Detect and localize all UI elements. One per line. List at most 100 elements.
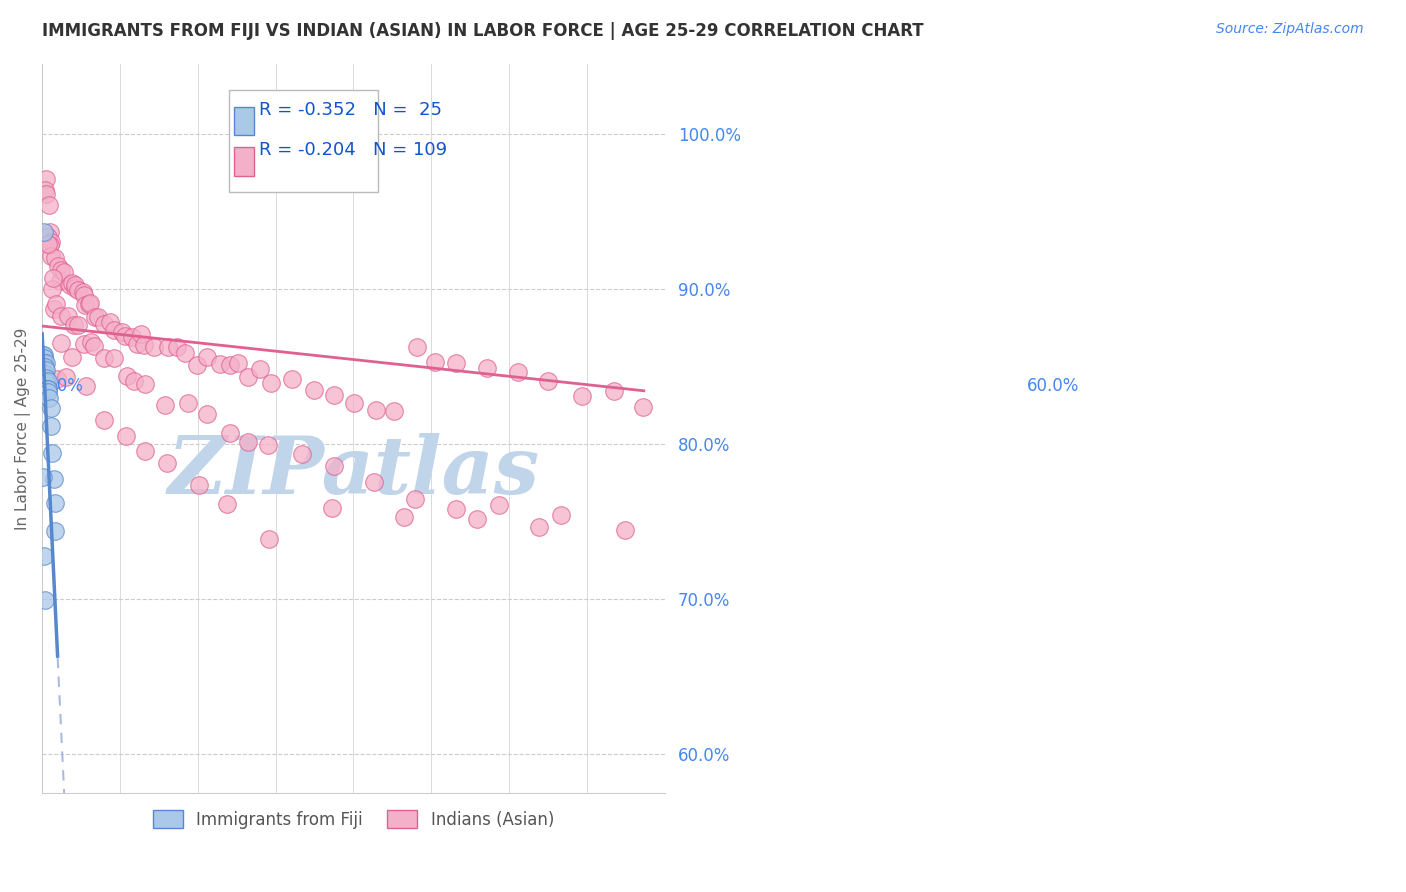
Point <box>44 302 66 317</box>
Point <box>195 350 218 364</box>
Point <box>132 338 155 352</box>
Point <box>121 330 143 344</box>
Point <box>219 359 242 373</box>
Point <box>34 359 56 374</box>
Point <box>65 280 87 294</box>
Point <box>60 277 83 291</box>
Point <box>67 283 90 297</box>
Point <box>129 326 152 341</box>
Text: R = -0.204   N = 109: R = -0.204 N = 109 <box>259 141 447 159</box>
Point <box>280 372 302 386</box>
Point <box>209 357 232 371</box>
Point <box>38 198 60 212</box>
Point <box>39 401 62 416</box>
Point <box>44 524 66 539</box>
Point <box>39 226 62 240</box>
Point <box>35 171 58 186</box>
Point <box>571 389 593 403</box>
Point <box>73 288 96 302</box>
Point <box>46 260 69 274</box>
Point <box>49 309 72 323</box>
Point <box>291 447 314 461</box>
Point <box>134 377 156 392</box>
Point <box>537 374 560 388</box>
Point <box>323 388 346 402</box>
Point <box>34 356 56 370</box>
Point <box>35 187 58 202</box>
Point <box>98 315 121 329</box>
Point <box>444 356 467 370</box>
Point <box>488 498 510 512</box>
Point <box>32 549 55 563</box>
Point <box>44 496 66 510</box>
Point <box>477 361 499 376</box>
Point <box>249 362 271 376</box>
Point <box>42 271 65 285</box>
Point <box>394 509 416 524</box>
Point <box>38 391 60 405</box>
Point <box>215 497 238 511</box>
Point <box>122 375 145 389</box>
Point <box>73 298 96 312</box>
Point <box>405 340 427 354</box>
Point <box>143 340 166 354</box>
Point <box>236 434 259 449</box>
Text: 0.0%: 0.0% <box>42 376 84 394</box>
Point <box>84 310 107 324</box>
Point <box>32 225 55 239</box>
Point <box>37 374 59 388</box>
Point <box>55 370 77 384</box>
Point <box>34 592 56 607</box>
Point <box>37 385 59 400</box>
Point <box>364 403 387 417</box>
Legend: Immigrants from Fiji, Indians (Asian): Immigrants from Fiji, Indians (Asian) <box>146 804 561 835</box>
Point <box>51 263 73 277</box>
Point <box>465 511 488 525</box>
Point <box>226 356 249 370</box>
Point <box>321 500 343 515</box>
Point <box>31 469 53 483</box>
Point <box>46 372 69 386</box>
Point <box>404 492 426 507</box>
Point <box>603 384 626 399</box>
Point <box>176 396 198 410</box>
Point <box>37 383 59 397</box>
Point <box>32 356 55 370</box>
Point <box>103 351 125 366</box>
Point <box>423 354 446 368</box>
FancyBboxPatch shape <box>235 146 253 176</box>
Point <box>73 337 96 351</box>
Point <box>174 346 197 360</box>
Point <box>103 323 125 337</box>
Point <box>35 362 58 376</box>
Point <box>49 274 72 288</box>
Text: 60.0%: 60.0% <box>1028 376 1080 394</box>
Point <box>42 472 65 486</box>
Point <box>34 183 56 197</box>
Point <box>37 230 59 244</box>
Point <box>60 351 83 365</box>
Point <box>72 285 94 300</box>
Point <box>77 297 100 311</box>
FancyBboxPatch shape <box>229 89 378 192</box>
Point <box>153 398 176 412</box>
Point <box>38 237 60 252</box>
Point <box>257 532 280 546</box>
Point <box>342 396 364 410</box>
Point <box>115 368 138 383</box>
Text: IMMIGRANTS FROM FIJI VS INDIAN (ASIAN) IN LABOR FORCE | AGE 25-29 CORRELATION CH: IMMIGRANTS FROM FIJI VS INDIAN (ASIAN) I… <box>42 22 924 40</box>
Point <box>44 251 66 265</box>
Point <box>79 334 101 349</box>
Point <box>41 282 63 296</box>
Point <box>508 365 530 379</box>
Point <box>35 370 58 384</box>
Point <box>614 523 637 537</box>
Point <box>322 458 344 473</box>
Point <box>41 419 63 434</box>
Point <box>49 335 72 350</box>
Point <box>63 318 86 333</box>
Point <box>35 375 58 389</box>
Point <box>236 369 259 384</box>
Point <box>550 508 572 522</box>
Point <box>166 340 188 354</box>
